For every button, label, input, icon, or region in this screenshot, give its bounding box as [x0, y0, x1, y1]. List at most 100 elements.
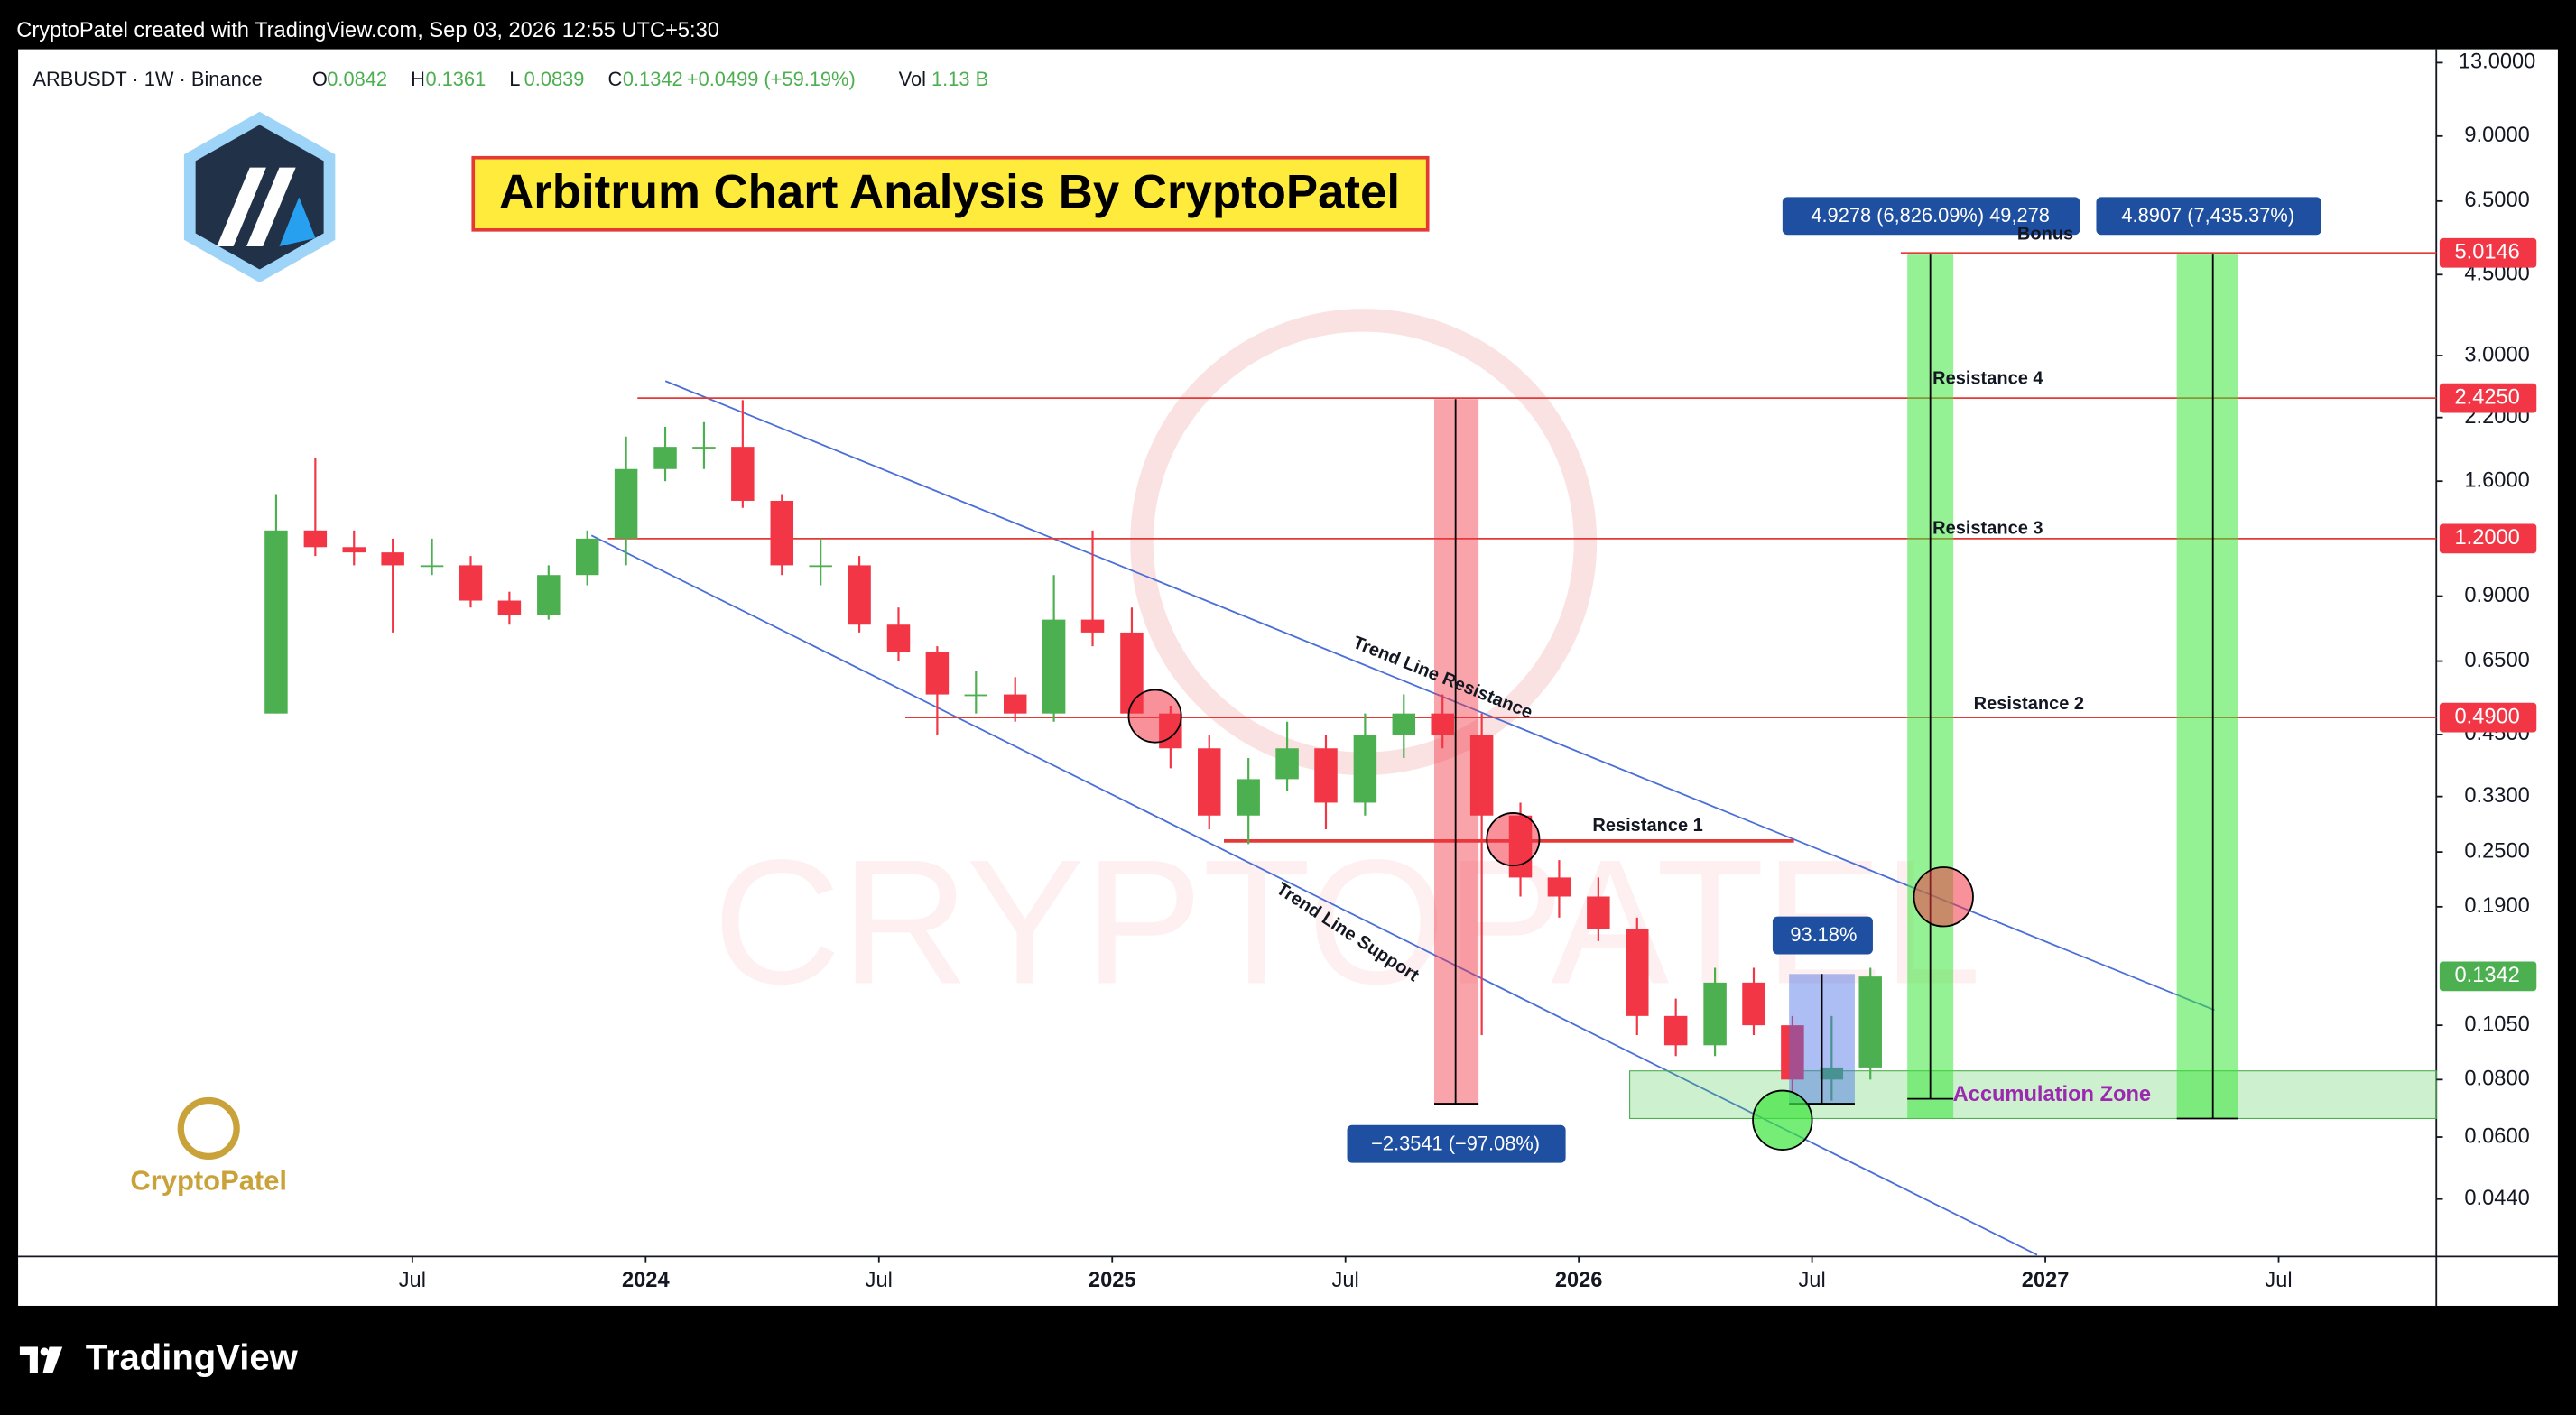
y-tick-label: 0.1050 [2464, 1013, 2529, 1036]
x-axis: Jul 2024 Jul 2025 Jul 2026 Jul 2027 Jul [399, 1256, 2293, 1292]
target-range-2 [2176, 254, 2238, 1119]
legend-value: 0.0839 [524, 68, 585, 90]
candle-body [1314, 748, 1338, 803]
candle-body [848, 565, 871, 625]
logo-stroke [217, 167, 266, 247]
legend-change: +0.0499 (+59.19%) [687, 68, 856, 90]
x-tick-label: Jul [399, 1269, 426, 1292]
candle-body [770, 500, 794, 566]
support-circle [1752, 1089, 1813, 1151]
resistance-label: Resistance 2 [1974, 694, 2084, 714]
candle-body [1547, 877, 1571, 897]
candle-body [964, 694, 988, 697]
legend-key: L [509, 68, 520, 90]
candle-body [1587, 896, 1610, 929]
y-tick-label: 3.0000 [2464, 343, 2529, 366]
legend: ARBUSDT · 1W · Binance O 0.0842 H 0.1361 L 0.… [32, 68, 988, 90]
y-tick-label: 6.5000 [2464, 189, 2529, 212]
breakout-circle [1913, 866, 1974, 928]
tv-icon [40, 1347, 49, 1356]
arbitrum-logo [183, 111, 336, 283]
legend-value: 0.1361 [425, 68, 486, 90]
x-tick-label: Jul [2265, 1269, 2292, 1292]
candle-body [1353, 734, 1377, 803]
candle-body [342, 547, 366, 553]
candle-body [420, 565, 444, 568]
footer-logo [19, 1346, 63, 1373]
footer-brand: TradingView [86, 1338, 299, 1378]
legend-value: 0.0842 [327, 68, 387, 90]
logo-coin [177, 1096, 240, 1160]
candle-body [1663, 1015, 1688, 1046]
y-tick-label: 0.3300 [2464, 784, 2529, 808]
y-axis: 13.00009.00006.50004.50003.00002.20001.6… [2436, 51, 2537, 1210]
legend-vol: 1.13 B [931, 68, 988, 90]
candle-body [731, 447, 755, 501]
x-tick-label: 2027 [2022, 1269, 2070, 1292]
legend-key: O [312, 68, 328, 90]
price-label-box [2439, 961, 2537, 992]
legend-vol-key: Vol [899, 68, 926, 90]
candle-body [1820, 1067, 1844, 1080]
price-label: 5.0146 [2454, 241, 2519, 264]
resistance-label: Resistance 4 [1932, 369, 2043, 389]
candle-body [886, 624, 911, 652]
watermark: CRYPTOPATEL [713, 822, 1981, 1021]
candle-body [1198, 748, 1221, 816]
accumulation-label: Accumulation Zone [1953, 1083, 2152, 1106]
breakdown-circle [1486, 812, 1541, 867]
logo-text: CryptoPatel [130, 1165, 287, 1197]
breakdown-circle [1127, 689, 1182, 744]
y-tick-label: 0.2500 [2464, 839, 2529, 863]
banner-box [471, 155, 1430, 232]
target-label-box-2 [2096, 197, 2321, 236]
candle-body [809, 565, 832, 568]
y-tick-label: 9.0000 [2464, 124, 2529, 147]
resistance-label: Resistance 3 [1932, 518, 2043, 538]
target-label-1: 4.9278 (6,826.09%) 49,278 [1811, 204, 2050, 227]
x-tick-label: 2025 [1089, 1269, 1136, 1292]
candle-body [575, 538, 599, 576]
bounce-label: 93.18% [1790, 923, 1857, 946]
candle-body [1469, 734, 1494, 816]
drop-label: −2.3541 (−97.08%) [1371, 1132, 1540, 1154]
legend-key: H [411, 68, 425, 90]
candle-body [264, 530, 288, 714]
y-tick-label: 0.6500 [2464, 649, 2529, 672]
bounce-label-box [1772, 916, 1873, 955]
header: CryptoPatel created with TradingView.com… [16, 19, 719, 42]
candle-body [614, 468, 638, 539]
candle-body [653, 447, 677, 469]
chart-panel [18, 49, 2558, 1306]
y-tick-label: 13.0000 [2459, 51, 2536, 74]
candle-body [1626, 929, 1649, 1016]
price-label-box [2439, 383, 2537, 413]
price-label: 0.1342 [2454, 964, 2519, 987]
candle-body [497, 600, 522, 615]
logo-stroke [246, 167, 296, 247]
candle-body [537, 575, 561, 615]
cryptopatel-logo: CryptoPatel [130, 1096, 287, 1197]
candle-body [381, 552, 404, 566]
target-label-2: 4.8907 (7,435.37%) [2121, 204, 2294, 227]
price-label: 0.4900 [2454, 705, 2519, 728]
candle-body [692, 447, 716, 449]
price-label: 1.2000 [2454, 526, 2519, 550]
candle-body [1237, 779, 1260, 816]
tv-icon [29, 1346, 38, 1373]
tv-icon [19, 1346, 38, 1355]
y-tick-label: 1.6000 [2464, 468, 2529, 492]
target-label-box-1 [1782, 197, 2080, 236]
y-tick-label: 0.0800 [2464, 1068, 2529, 1091]
candle-body [1392, 713, 1416, 735]
candle-body [1003, 694, 1027, 714]
drop-label-box [1347, 1124, 1566, 1163]
x-tick-label: 2026 [1555, 1269, 1603, 1292]
symbol: ARBUSDT · 1W · Binance [32, 68, 262, 90]
candle-body [1431, 713, 1454, 735]
logo-stroke [279, 197, 316, 247]
candle-body [1275, 748, 1299, 780]
candle-body [1781, 1025, 1804, 1080]
price-label-box [2439, 237, 2537, 268]
